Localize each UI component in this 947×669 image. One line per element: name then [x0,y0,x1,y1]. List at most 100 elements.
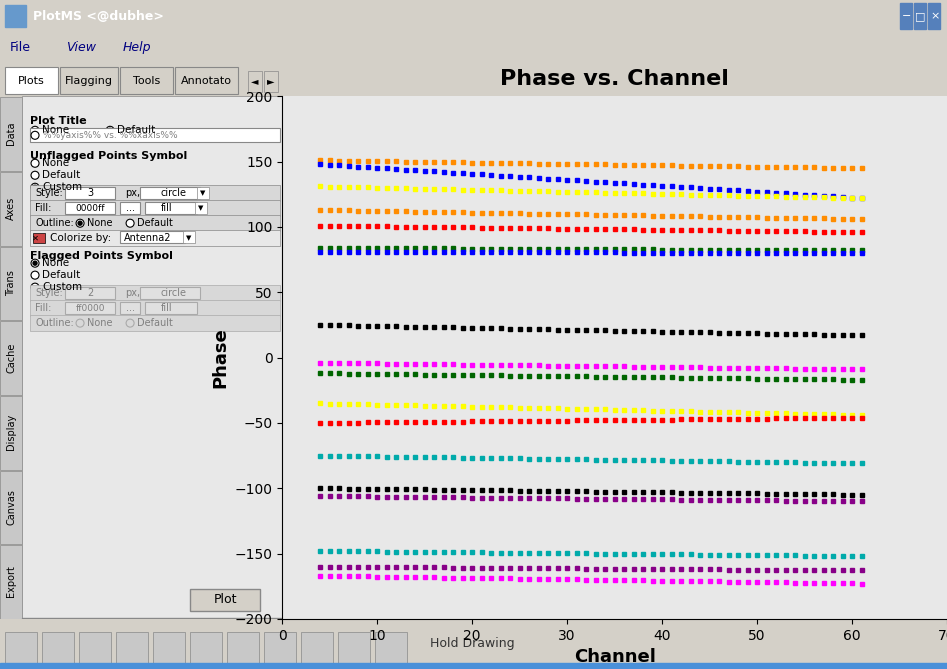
Text: Default: Default [117,125,155,135]
Bar [197,187,209,199]
Bar [42,632,74,664]
Text: Custom: Custom [42,282,82,292]
Text: ▼: ▼ [201,190,205,196]
Bar [30,200,280,216]
Text: Annotato: Annotato [181,76,232,86]
Text: %%yaxis%% vs. %%xaxis%%: %%yaxis%% vs. %%xaxis%% [43,131,178,140]
Text: Style:: Style: [35,188,63,198]
Circle shape [31,283,39,291]
Text: Cache: Cache [6,343,16,373]
Bar [301,632,333,664]
Text: Display: Display [6,414,16,450]
Text: Colorize by:: Colorize by: [50,233,112,244]
Bar [30,300,280,316]
Bar [145,302,197,314]
Text: Flagged Points Symbol: Flagged Points Symbol [30,251,173,261]
Circle shape [108,128,112,132]
Bar [5,66,58,94]
Text: Fill:: Fill: [35,203,51,213]
Text: Outline:: Outline: [35,318,74,328]
Bar [175,66,238,94]
Bar [190,589,260,611]
Text: Outline:: Outline: [35,218,74,228]
Circle shape [126,219,134,227]
Text: Flagging: Flagging [65,76,113,86]
Bar [65,302,116,314]
Text: Unflagged Points Symbol: Unflagged Points Symbol [30,151,188,161]
Circle shape [78,221,82,225]
Text: fill: fill [161,303,172,313]
Text: Canvas: Canvas [6,489,16,524]
Bar [65,287,116,299]
Text: Plot: Plot [213,593,237,606]
Text: PlotMS <@dubhe>: PlotMS <@dubhe> [33,9,164,23]
Text: Hold Drawing: Hold Drawing [430,638,514,650]
Text: 3: 3 [87,188,93,198]
Bar [0,247,22,320]
Bar [22,618,282,619]
Bar [248,70,262,92]
Circle shape [126,319,134,327]
Bar [33,233,45,244]
Text: None: None [42,258,69,268]
Text: □: □ [915,11,926,21]
Bar [375,632,407,664]
Bar [0,321,22,395]
Bar [140,287,200,299]
Circle shape [31,131,39,139]
Text: Default: Default [137,318,173,328]
Text: Plot Title: Plot Title [30,116,86,126]
Bar [120,231,185,244]
Bar [30,285,280,301]
Text: Default: Default [42,270,80,280]
Bar [30,128,280,142]
Bar [116,632,148,664]
Text: Plots: Plots [18,76,45,86]
Text: ...: ... [126,303,134,313]
Bar [120,202,140,214]
Y-axis label: Phase: Phase [211,327,229,388]
Text: 2: 2 [87,288,93,298]
Bar [0,97,22,171]
Text: None: None [42,159,69,169]
Text: ✕: ✕ [31,233,39,243]
Bar [338,632,370,664]
Bar [30,215,280,231]
Bar [5,632,37,664]
Bar [30,230,280,246]
Bar [65,202,116,214]
Circle shape [31,171,39,179]
Circle shape [76,219,84,227]
Bar [30,315,280,331]
Text: px,: px, [125,288,140,298]
Bar [183,231,195,244]
X-axis label: Channel: Channel [574,648,655,666]
Text: Trans: Trans [6,270,16,296]
Bar [140,187,200,199]
Circle shape [31,259,39,267]
Circle shape [31,126,39,134]
Text: None: None [87,218,113,228]
Text: ff0000: ff0000 [76,304,105,312]
Bar [928,3,940,29]
Bar [195,202,207,214]
Bar [0,663,947,669]
Bar [120,302,140,314]
Bar [60,66,118,94]
Bar [190,632,222,664]
Bar [227,632,259,664]
Bar [264,632,296,664]
Text: Fill:: Fill: [35,303,51,313]
Text: fill: fill [161,203,172,213]
Bar [153,632,185,664]
Circle shape [76,319,84,327]
Bar [5,5,26,27]
Text: circle: circle [160,188,187,198]
Text: Help: Help [123,41,152,54]
Text: Style:: Style: [35,288,63,298]
Bar [30,185,280,201]
Circle shape [106,126,114,134]
Bar [145,202,197,214]
Bar [900,3,912,29]
Bar [65,187,116,199]
